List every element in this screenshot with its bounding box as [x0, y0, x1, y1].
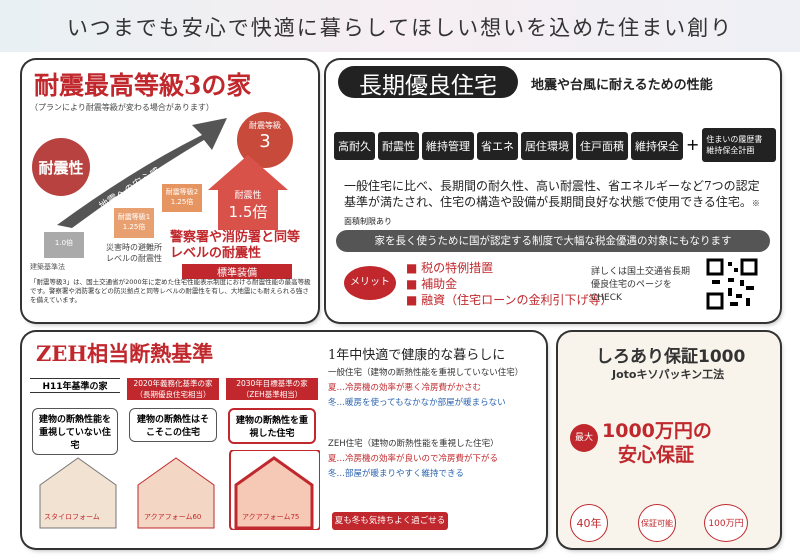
zeh-title: ZEH相当断熱基準 [36, 341, 214, 366]
long-life-title: 長期優良住宅 [338, 66, 518, 99]
top-house [208, 155, 288, 230]
tag: 高耐久 [334, 131, 375, 160]
check-text: 詳しくは国土交通省長期優良住宅のページをCHECK [591, 267, 691, 303]
column-desc: 建物の断熱性を重視した住宅 [228, 408, 316, 444]
grade-label: 耐震等級1 [117, 213, 151, 221]
zeh-note: 一般住宅（建物の断熱性能を重視していない住宅） [328, 368, 524, 378]
grade-value: 1.0倍 [54, 239, 74, 247]
header: いつまでも安心で快適に暮らしてほしい想いを込めた住まい創り [0, 0, 800, 52]
header-title: いつまでも安心で快適に暮らしてほしい想いを込めた住まい創り [66, 16, 734, 40]
termite-badge: 40年 [570, 504, 608, 542]
seismic-note: （プランにより耐震等級が変わる場合があります） [30, 103, 214, 112]
merit-text: 融資（住宅ローンの金利引下げ等） [421, 293, 613, 307]
zeh-panel: ZEH相当断熱基準 1年中快適で健康的な暮らしに H11年基準の家 2020年義… [22, 332, 546, 548]
merit-text: 補助金 [421, 277, 458, 291]
qr-finder [706, 292, 724, 310]
zeh-note: 冬…部屋が暖まりやすく維持できる [328, 469, 464, 479]
shelter-caption: 災害時の避難所レベルの耐震性 [106, 243, 162, 263]
termite-guarantee: 1000万円の [602, 420, 712, 442]
house-diagram [39, 457, 117, 529]
termite-method: Jotoキソパッキン工法 [612, 368, 725, 381]
arrow [57, 118, 227, 228]
highlight-frame [229, 450, 320, 530]
top-grade-number: 3 [259, 131, 271, 152]
tag: 維持保全 [631, 131, 683, 160]
top-grade-label: 耐震等級 [249, 121, 281, 130]
grade-label: 耐震等級2 [165, 188, 199, 196]
house-shape [208, 155, 288, 230]
zeh-note: 冬…暖房を使ってもなかなか部屋が暖まらない [328, 398, 506, 408]
seismic-panel: 耐震最高等級3の家 （プランにより耐震等級が変わる場合があります） 耐震性 地震… [22, 60, 318, 322]
tag: 耐震性 [378, 131, 419, 160]
floor-label: スタイロフォーム [44, 513, 100, 521]
column-desc: 建物の断熱性はそこそこの住宅 [129, 408, 217, 442]
top-grade-ratio: 1.5倍 [228, 203, 268, 221]
tag: 住戸面積 [576, 131, 628, 160]
zeh-subtitle: 1年中快適で健康的な暮らしに [328, 348, 506, 363]
grade-value: 1.25倍 [170, 198, 194, 206]
qr-code [706, 258, 758, 310]
zeh-note: 夏…冷房機の効率が悪く冷房費がかさむ [328, 383, 482, 393]
floor-label: アクアフォーム60 [144, 513, 202, 521]
seismic-badge: 耐震性 [32, 138, 90, 196]
arrow-shape [57, 118, 227, 228]
grade-value: 1.25倍 [122, 223, 146, 231]
zeh-note: 夏…冷房機の効率が良いので冷房費が下がる [328, 454, 499, 464]
termite-title: しろあり保証1000 [596, 347, 746, 367]
house-diagram [137, 457, 215, 529]
zeh-footer: 夏も冬も気持ちよく過ごせる家 [332, 512, 448, 544]
merit-list: ■ 税の特例措置 ■ 補助金 ■ 融資（住宅ローンの金利引下げ等） [406, 260, 613, 308]
termite-guarantee2: 安心保証 [618, 444, 695, 466]
long-life-subtitle: 地震や台風に耐えるための性能 [531, 78, 713, 93]
body-note: ※面積制限あり [344, 199, 760, 226]
termite-badge: 100万円 [704, 504, 748, 542]
grade-label: 建築基準法 [30, 263, 65, 271]
body-text: 一般住宅に比べ、長期間の耐久性、高い耐震性、省エネルギーなど7つの認定基準が満た… [344, 179, 760, 209]
plus: + [686, 134, 700, 154]
standard-label: 標準装備 [182, 264, 292, 279]
qr-modules [712, 262, 754, 306]
column-title: 2020年義務化基準の家（長期優良住宅相当） [127, 378, 219, 400]
tag: 維持管理 [422, 131, 474, 160]
top-grade-ratio-box: 耐震性 1.5倍 [218, 188, 278, 222]
grade-house: 耐震等級2 1.25倍 [162, 184, 202, 212]
termite-lead: 最大 [570, 424, 598, 452]
long-life-banner: 家を長く使うために国が認定する制度で大幅な税金優遇の対象にもなります [336, 230, 770, 252]
zeh-notes: 一般住宅（建物の断熱性能を重視していない住宅） 夏…冷房機の効率が悪く冷房費がか… [328, 366, 538, 482]
seismic-headline: 警察署や消防署と同等レベルの耐震性 [170, 230, 301, 261]
column-title: 2030年目標基準の家（ZEH基準相当） [226, 378, 318, 400]
qr-finder [740, 258, 758, 276]
termite-badge: 保証可能 [638, 504, 676, 542]
tag: 省エネ [477, 131, 518, 160]
seismic-footnote: 「耐震等級3」は、国土交通省が2000年に定めた住宅性能表示制度における耐震性能… [30, 278, 311, 304]
top-grade-caption: 耐震性 [234, 191, 262, 201]
zeh-note: ZEH住宅（建物の断熱性能を重視した住宅） [328, 439, 499, 449]
merit-item: ■ 税の特例措置 [406, 261, 494, 275]
column-title: H11年基準の家 [30, 378, 120, 393]
merit-badge: メリット [344, 266, 396, 300]
long-life-panel: 長期優良住宅 地震や台風に耐えるための性能 高耐久 耐震性 維持管理 省エネ 居住環境住… [326, 60, 780, 322]
house-diagram [234, 456, 314, 530]
merit-item: ■ 補助金 [406, 277, 458, 291]
tag-row: 高耐久 耐震性 維持管理 省エネ 居住環境 住戸面積 維持保全 + 住まいの履歴書 維持保全計画 [334, 128, 777, 162]
house-diagrams [39, 450, 320, 530]
merit-item: ■ 融資（住宅ローンの金利引下げ等） [406, 293, 613, 307]
merit-text: 税の特例措置 [421, 261, 494, 275]
tag: 居住環境 [521, 131, 573, 160]
long-life-body: 一般住宅に比べ、長期間の耐久性、高い耐震性、省エネルギーなど7つの認定基準が満た… [344, 178, 764, 230]
tag: 住まいの履歴書 維持保全計画 [702, 128, 777, 162]
qr-finder [706, 258, 724, 276]
floor-label: アクアフォーム75 [242, 513, 300, 521]
column-desc: 建物の断熱性能を重視していない住宅 [32, 408, 118, 455]
grade-house: 1.0倍 [44, 232, 84, 258]
seismic-title: 耐震最高等級3の家 [34, 71, 252, 100]
termite-panel: しろあり保証1000 Jotoキソパッキン工法 最大 1000万円の 安心保証 … [558, 332, 780, 548]
grade-house: 耐震等級1 1.25倍 [114, 208, 154, 238]
